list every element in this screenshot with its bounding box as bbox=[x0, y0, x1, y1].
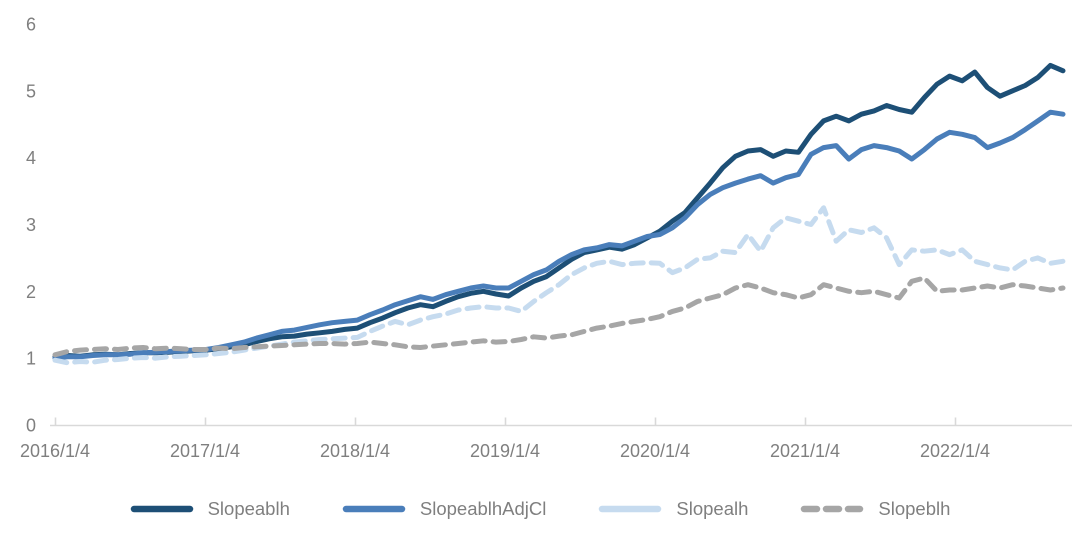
y-axis-tick-label: 0 bbox=[26, 416, 36, 436]
legend-item-slopealh: Slopealh bbox=[598, 498, 748, 520]
y-axis-tick-label: 6 bbox=[26, 15, 36, 35]
x-axis-tick-label: 2018/1/4 bbox=[320, 441, 390, 461]
legend-label: Slopealh bbox=[676, 498, 749, 519]
legend-label: SlopeablhAdjCl bbox=[419, 498, 547, 519]
legend-item-slopeablh: Slopeablh bbox=[130, 498, 290, 520]
legend-line-swatch-icon bbox=[130, 505, 193, 513]
x-axis-tick-label: 2017/1/4 bbox=[170, 441, 240, 461]
chart-legend: Slopeablh SlopeablhAdjCl Slopealh Slopeblh bbox=[0, 490, 1080, 528]
legend-label: Slopeblh bbox=[878, 498, 951, 519]
legend-item-slopeablhadjcl: SlopeablhAdjCl bbox=[342, 498, 547, 520]
legend-item-slopeblh: Slopeblh bbox=[800, 498, 950, 520]
series-line-slopeblh bbox=[52, 275, 1066, 358]
series-line-slopeablh bbox=[52, 62, 1066, 360]
x-axis-tick-label: 2020/1/4 bbox=[620, 441, 690, 461]
series-line-slopealh bbox=[52, 205, 1066, 366]
y-axis-tick-label: 4 bbox=[26, 148, 36, 168]
legend-line-swatch-icon bbox=[801, 505, 864, 513]
series-line-slopeablhadjcl bbox=[52, 109, 1066, 361]
x-axis-tick-label: 2019/1/4 bbox=[470, 441, 540, 461]
y-axis-tick-label: 1 bbox=[26, 349, 36, 369]
y-axis-tick-label: 5 bbox=[26, 81, 36, 101]
legend-label: Slopeablh bbox=[207, 498, 290, 519]
y-axis-tick-label: 2 bbox=[26, 282, 36, 302]
x-axis-tick-label: 2016/1/4 bbox=[20, 441, 90, 461]
legend-line-swatch-icon bbox=[342, 505, 406, 513]
x-axis-tick-label: 2021/1/4 bbox=[770, 441, 840, 461]
legend-line-swatch-icon bbox=[599, 505, 662, 513]
y-axis-tick-label: 3 bbox=[26, 215, 36, 235]
x-axis-tick-label: 2022/1/4 bbox=[920, 441, 990, 461]
